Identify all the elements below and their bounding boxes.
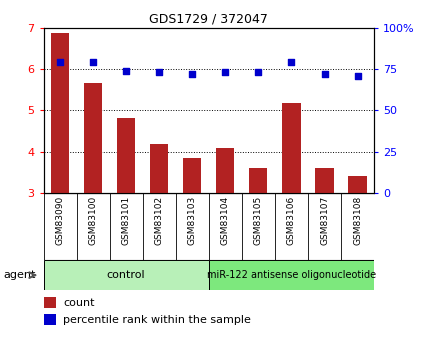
Point bbox=[287, 60, 294, 65]
Bar bbox=[348, 176, 366, 317]
Point bbox=[89, 60, 96, 65]
Bar bbox=[183, 158, 201, 317]
Text: GSM83108: GSM83108 bbox=[352, 196, 361, 245]
Bar bbox=[43, 260, 208, 290]
Bar bbox=[51, 32, 69, 317]
Point bbox=[254, 70, 261, 75]
Point bbox=[320, 71, 327, 77]
Bar bbox=[249, 168, 267, 317]
Point bbox=[155, 70, 162, 75]
Point bbox=[122, 68, 129, 73]
Bar bbox=[43, 314, 56, 325]
Bar bbox=[43, 297, 56, 308]
Title: GDS1729 / 372047: GDS1729 / 372047 bbox=[149, 12, 268, 25]
Point bbox=[353, 73, 360, 78]
Bar bbox=[282, 103, 300, 317]
Text: GSM83103: GSM83103 bbox=[187, 196, 196, 245]
Text: control: control bbox=[107, 270, 145, 280]
Bar bbox=[84, 83, 102, 317]
Bar bbox=[208, 260, 373, 290]
Text: agent: agent bbox=[3, 269, 36, 279]
Text: GSM83090: GSM83090 bbox=[56, 196, 64, 245]
Text: GSM83102: GSM83102 bbox=[155, 196, 163, 245]
Point bbox=[56, 60, 63, 65]
Bar bbox=[150, 144, 168, 317]
Text: miR-122 antisense oligonucleotide: miR-122 antisense oligonucleotide bbox=[207, 270, 375, 280]
Text: GSM83106: GSM83106 bbox=[286, 196, 295, 245]
Bar bbox=[315, 168, 333, 317]
Point bbox=[188, 71, 195, 77]
Bar bbox=[117, 118, 135, 317]
Point bbox=[221, 70, 228, 75]
Text: GSM83104: GSM83104 bbox=[220, 196, 229, 245]
Text: GSM83107: GSM83107 bbox=[319, 196, 328, 245]
Text: percentile rank within the sample: percentile rank within the sample bbox=[63, 315, 250, 325]
Bar bbox=[216, 148, 234, 317]
Text: GSM83105: GSM83105 bbox=[253, 196, 262, 245]
Text: GSM83101: GSM83101 bbox=[122, 196, 130, 245]
Text: GSM83100: GSM83100 bbox=[89, 196, 97, 245]
Text: count: count bbox=[63, 297, 95, 307]
